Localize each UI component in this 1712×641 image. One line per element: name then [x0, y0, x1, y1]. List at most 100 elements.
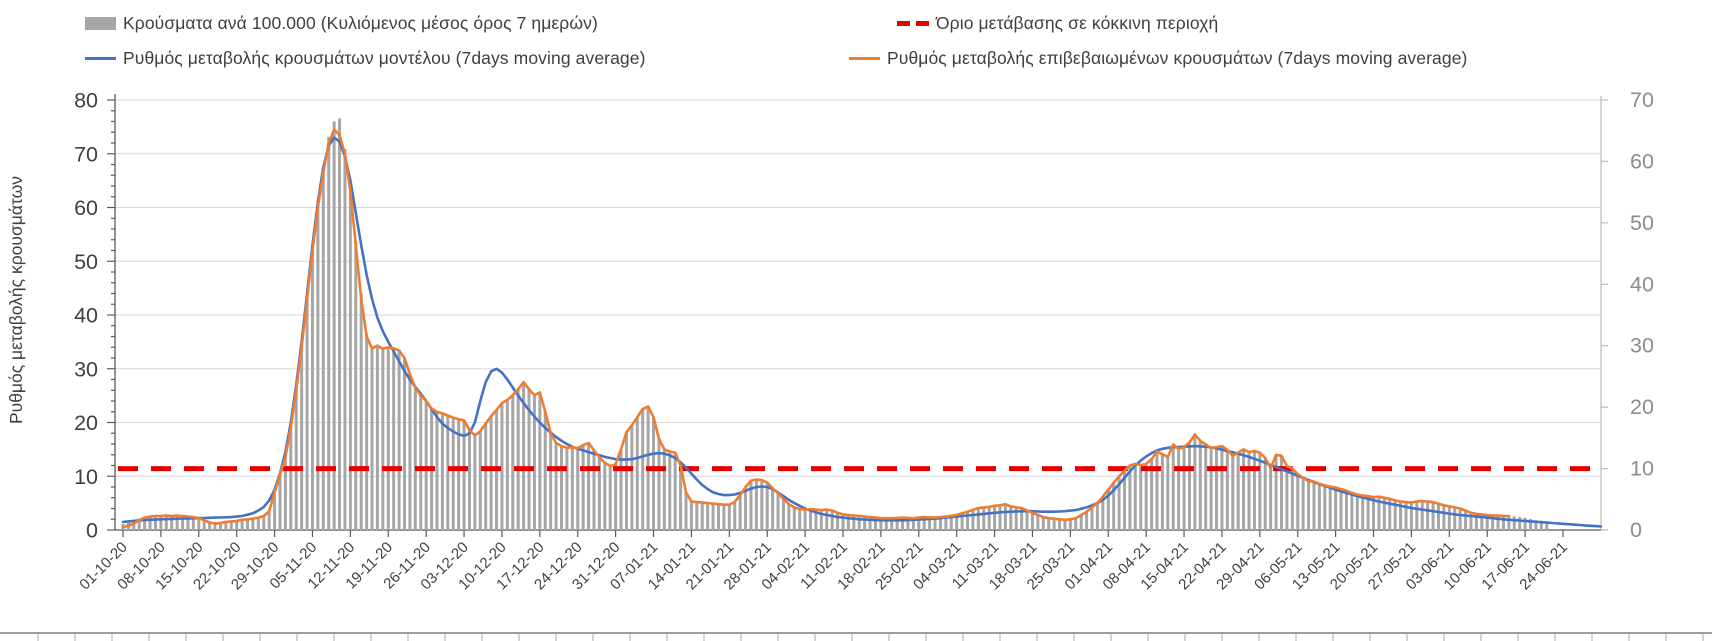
bar	[148, 516, 152, 530]
bar-swatch-icon	[85, 16, 116, 30]
bar	[695, 501, 699, 530]
bar	[960, 513, 964, 530]
bar	[1166, 456, 1170, 530]
bar	[738, 494, 742, 530]
bar	[1106, 489, 1110, 530]
bar	[332, 121, 336, 530]
bar	[1518, 517, 1522, 530]
bar	[159, 515, 163, 530]
bar	[987, 506, 991, 530]
bar	[744, 487, 748, 530]
blue-line-icon	[85, 56, 116, 60]
bar	[1198, 440, 1202, 530]
bar	[1372, 497, 1376, 530]
bar	[587, 442, 591, 530]
bar	[370, 346, 374, 530]
bar	[722, 504, 726, 530]
bar	[819, 510, 823, 530]
bar	[467, 429, 471, 530]
bar	[630, 424, 634, 530]
bar	[1193, 434, 1197, 530]
left-axis-tick-label: 30	[74, 357, 98, 381]
bar	[700, 502, 704, 530]
bar	[955, 514, 959, 530]
bar	[1404, 502, 1408, 530]
bar	[170, 515, 174, 530]
bar	[1171, 444, 1175, 530]
bar	[998, 505, 1002, 530]
bar	[1296, 474, 1300, 530]
bar	[1085, 511, 1089, 530]
bar	[278, 474, 282, 530]
left-axis-tick-label: 20	[74, 411, 98, 435]
bar	[197, 518, 201, 530]
bar	[890, 518, 894, 530]
bar	[592, 450, 596, 530]
bar	[229, 521, 233, 530]
bar	[765, 482, 769, 530]
bar	[381, 348, 385, 530]
bar	[809, 509, 813, 530]
bar	[208, 522, 212, 530]
left-axis-tick-label: 10	[74, 465, 98, 489]
bar	[1204, 444, 1208, 530]
bar	[451, 417, 455, 530]
bar	[164, 515, 168, 530]
bar	[181, 515, 185, 530]
bar	[137, 518, 141, 530]
bar	[1507, 515, 1511, 530]
bar	[1317, 483, 1321, 530]
bar	[1453, 507, 1457, 530]
bar	[413, 387, 417, 530]
bar	[933, 517, 937, 530]
bar	[976, 507, 980, 530]
bar	[1041, 517, 1045, 530]
bar	[754, 479, 758, 530]
bar	[305, 296, 309, 530]
bar	[879, 518, 883, 530]
bar	[1252, 450, 1256, 530]
bar	[549, 432, 553, 530]
bar	[776, 493, 780, 530]
bars-series	[121, 118, 1549, 531]
bar	[1534, 520, 1538, 530]
bar	[1112, 482, 1116, 530]
model-line	[121, 136, 1603, 528]
bar	[186, 516, 190, 530]
bar	[982, 507, 986, 530]
bar	[873, 517, 877, 530]
bar	[1350, 493, 1354, 530]
bar	[733, 501, 737, 530]
bar	[386, 346, 390, 530]
bar	[316, 204, 320, 530]
bar	[1334, 487, 1338, 530]
bar	[792, 507, 796, 530]
bar	[1431, 502, 1435, 530]
bar	[1496, 515, 1500, 530]
bar	[1393, 500, 1397, 530]
bar	[857, 515, 861, 530]
bar	[1442, 505, 1446, 530]
bar	[397, 350, 401, 530]
bar	[1242, 449, 1246, 530]
bar	[1312, 481, 1316, 530]
bar	[1079, 515, 1083, 530]
bar	[1512, 516, 1516, 530]
bar	[359, 293, 363, 530]
chart-legend: Κρούσματα ανά 100.000 (Κυλιόμενος μέσος …	[0, 0, 1712, 80]
bar	[944, 516, 948, 530]
bar	[1139, 464, 1143, 530]
bar	[403, 358, 406, 530]
bar	[310, 247, 314, 530]
bar	[798, 509, 802, 530]
orange-line-icon	[849, 56, 880, 60]
bar	[1328, 486, 1332, 530]
left-axis-tick-label: 50	[74, 250, 98, 274]
bar	[424, 401, 428, 530]
bar	[1469, 512, 1473, 530]
bar	[1491, 515, 1495, 530]
bar	[289, 425, 293, 530]
bar	[1144, 463, 1148, 530]
bar	[825, 509, 829, 530]
